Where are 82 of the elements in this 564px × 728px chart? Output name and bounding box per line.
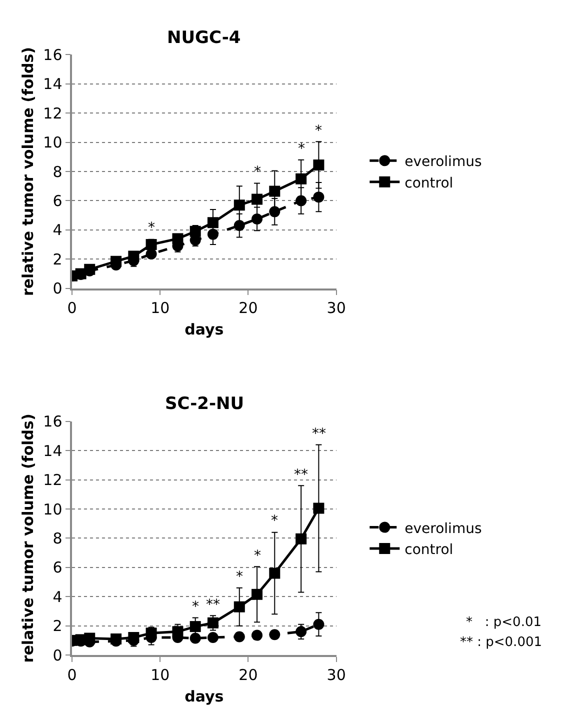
x-tick-label: 20 xyxy=(238,666,258,684)
x-axis-title: days xyxy=(184,687,224,706)
y-tick-label: 10 xyxy=(43,500,62,518)
x-tick-label: 20 xyxy=(238,299,258,318)
point xyxy=(172,233,184,244)
point xyxy=(190,621,201,632)
y-tick-label: 6 xyxy=(52,558,62,577)
point xyxy=(207,217,218,228)
point xyxy=(252,213,263,224)
x-axis-title: days xyxy=(184,320,224,339)
point xyxy=(128,632,140,643)
y-tick-label: 8 xyxy=(52,162,62,181)
x-tick-label: 0 xyxy=(67,299,77,318)
y-tick-label: 16 xyxy=(43,412,62,431)
point xyxy=(128,250,140,262)
legend-label: everolimus xyxy=(404,154,482,170)
point xyxy=(313,618,324,630)
y-tick-label: 2 xyxy=(52,617,62,636)
annotation: * xyxy=(148,220,155,236)
point xyxy=(296,533,307,544)
y-tick-label: 2 xyxy=(52,250,62,268)
annotation: ** xyxy=(206,597,220,613)
annotation: * xyxy=(236,569,243,585)
annotation: ** xyxy=(294,467,308,483)
point xyxy=(110,633,122,644)
y-tick-label: 8 xyxy=(52,529,62,548)
point xyxy=(252,194,263,205)
point xyxy=(234,631,245,642)
point xyxy=(269,186,280,197)
legend-label: control xyxy=(404,542,454,558)
text: * : p<0.01 xyxy=(466,615,542,630)
y-axis-title: relative tumor volume (folds) xyxy=(18,414,37,663)
y-tick-label: 0 xyxy=(52,646,62,664)
annotation: * xyxy=(192,599,199,615)
point xyxy=(234,220,245,232)
point xyxy=(313,502,324,514)
y-tick-label: 0 xyxy=(52,280,62,298)
y-axis-title: relative tumor volume (folds) xyxy=(18,47,37,296)
point xyxy=(146,248,157,260)
legend-label: control xyxy=(404,175,454,192)
y-tick-label: 4 xyxy=(52,588,62,606)
chart-title: SC-2-NU xyxy=(165,394,244,414)
point xyxy=(269,568,280,579)
point xyxy=(207,632,218,643)
text: ** : p<0.001 xyxy=(460,635,542,650)
point xyxy=(313,192,324,203)
x-tick-label: 30 xyxy=(326,666,346,684)
point xyxy=(313,159,324,170)
y-tick-label: 12 xyxy=(43,104,62,122)
y-tick-label: 6 xyxy=(52,192,62,210)
y-tick-label: 12 xyxy=(43,471,62,490)
chart-title: NUGC-4 xyxy=(167,28,241,48)
point xyxy=(190,632,201,644)
legend-label: everolimus xyxy=(404,520,482,537)
x-tick-label: 0 xyxy=(67,666,77,684)
point xyxy=(269,629,280,640)
annotation: * xyxy=(315,123,322,139)
point xyxy=(172,626,184,638)
point xyxy=(252,630,263,641)
x-tick-label: 30 xyxy=(326,299,346,318)
point xyxy=(234,200,245,211)
point xyxy=(234,601,245,612)
y-tick-label: 14 xyxy=(43,442,62,460)
x-tick-label: 10 xyxy=(150,666,170,684)
y-tick-label: 4 xyxy=(52,221,62,240)
y-tick-label: 10 xyxy=(43,134,62,152)
point xyxy=(252,588,263,600)
point xyxy=(110,256,122,267)
y-tick-label: 16 xyxy=(43,46,62,64)
point xyxy=(207,617,218,628)
point xyxy=(84,632,96,644)
point xyxy=(296,626,307,638)
y-tick-label: 14 xyxy=(43,75,62,94)
point xyxy=(84,264,96,275)
annotation: * xyxy=(254,548,261,564)
annotation: ** xyxy=(312,426,326,442)
annotation: * xyxy=(254,164,261,180)
annotation: * xyxy=(271,513,278,529)
point xyxy=(296,173,307,184)
point xyxy=(296,195,307,206)
annotation: * xyxy=(298,141,305,157)
x-tick-label: 10 xyxy=(150,299,170,318)
